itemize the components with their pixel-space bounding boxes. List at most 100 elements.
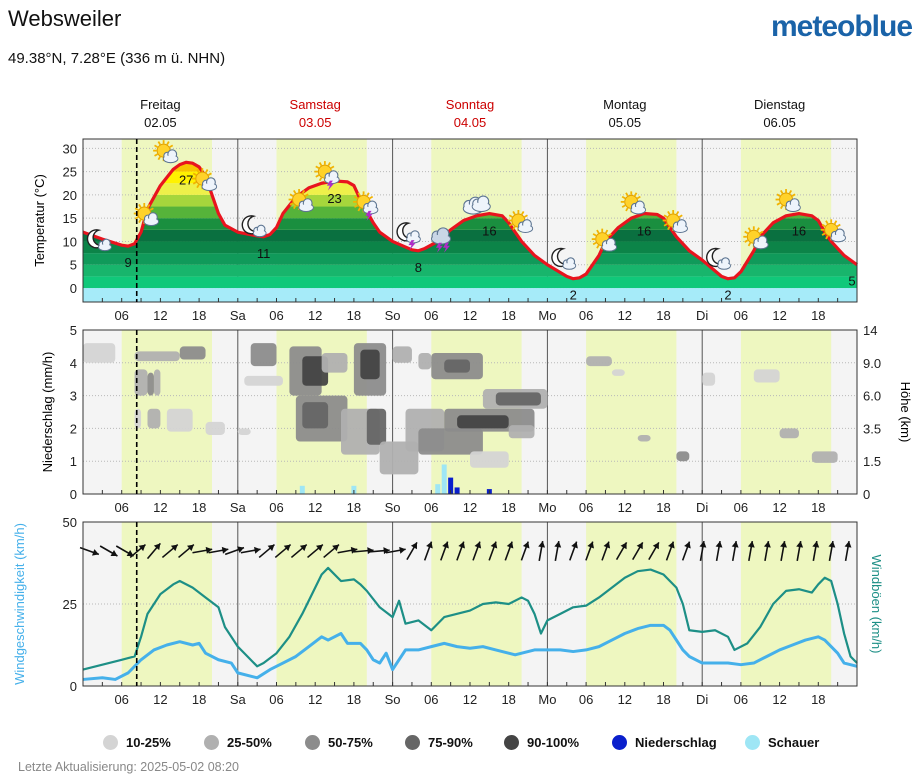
cloud-fill [631, 206, 646, 214]
wind-direction-arrow [796, 541, 804, 561]
legend-swatch [103, 735, 118, 750]
day-name: Dienstag [754, 97, 805, 112]
arrow-head [763, 541, 771, 548]
panel-border [82, 138, 858, 303]
x-tick-label: 06 [734, 692, 748, 707]
sun-ray [821, 223, 826, 228]
cloud-cover-cell [811, 451, 838, 463]
precipitation-bar [435, 484, 441, 494]
cloud-cover-cell [250, 343, 277, 367]
y-axis-label: Temperatur (°C) [32, 174, 47, 267]
x-tick-label: 06 [269, 500, 283, 515]
cloud-cover-cell [147, 408, 161, 429]
temp-band [83, 229, 857, 242]
x-tick-label: 06 [579, 500, 593, 515]
sun-ray [196, 169, 200, 173]
x-tick-label: 06 [579, 692, 593, 707]
sun-ray [636, 195, 641, 200]
arrow-head [636, 542, 643, 550]
wind-direction-arrow [747, 541, 755, 561]
sun-ray [607, 233, 612, 237]
x-tick-label: 18 [656, 692, 670, 707]
y-tick-label: 0 [70, 281, 77, 296]
temperature-label: 5 [848, 274, 855, 289]
sun-ray [663, 223, 668, 227]
y2-tick-label: 9.0 [863, 356, 881, 371]
x-day-label: Mo [538, 500, 556, 515]
cloud-fill [202, 183, 217, 190]
x-day-label: So [385, 308, 401, 323]
sun-cloud-icon [507, 210, 534, 234]
x-day-label: Mo [538, 308, 556, 323]
cloud-fill [407, 236, 420, 243]
sun-cloud-icon [288, 189, 314, 213]
brand-logo[interactable]: meteoblue [770, 10, 913, 43]
cloud-cover-cell [153, 369, 161, 396]
wind-direction-arrow [520, 541, 530, 561]
arrow-head [587, 541, 594, 549]
x-tick-label: 06 [269, 692, 283, 707]
cloud-fill [253, 230, 266, 236]
cloud-fill [673, 225, 687, 232]
x-tick-label: 06 [424, 308, 438, 323]
lightning-bolt [442, 242, 450, 253]
panel-border [82, 521, 858, 687]
wind-direction-arrow [648, 541, 660, 561]
sun-ray [633, 192, 638, 197]
sun-ray [833, 220, 838, 225]
y-tick-label: 5 [70, 323, 77, 338]
x-tick-label: 18 [811, 500, 825, 515]
wind-direction-arrow [488, 541, 498, 561]
x-tick-label: 12 [153, 308, 167, 323]
wind-direction-arrow [632, 541, 644, 561]
lightning-bolt [435, 242, 443, 253]
daylight-band [121, 522, 212, 686]
wind-direction-arrow [208, 546, 229, 554]
sun-ray [366, 192, 370, 197]
x-day-label: Di [696, 692, 708, 707]
wind-direction-arrow [440, 541, 449, 561]
cloud-cover-cell [637, 434, 651, 442]
wind-direction-arrow [353, 547, 374, 555]
precipitation-bar [441, 464, 447, 494]
sun-ray [154, 144, 159, 148]
lightning-bolt [365, 210, 373, 221]
cloud-fill [602, 243, 617, 251]
cloud-cover-cell [237, 428, 251, 435]
arrow-head [684, 541, 691, 549]
sun-ray [301, 189, 306, 194]
x-tick-label: 12 [618, 500, 632, 515]
cloud-fill [98, 244, 111, 250]
wind-direction-arrow [615, 541, 628, 561]
x-tick-label: 06 [734, 500, 748, 515]
day-name: Montag [603, 97, 646, 112]
meteogram: Freitag 02.05 Samstag 03.05 Sonntag 04.05 Mont… [12, 97, 913, 707]
day-name: Freitag [140, 97, 180, 112]
x-tick-label: 06 [424, 692, 438, 707]
sun-cloud-storm-icon [314, 161, 340, 191]
sun-ray [625, 192, 629, 197]
x-day-label: Di [696, 308, 708, 323]
x-tick-label: 18 [347, 500, 361, 515]
sun-cloud-icon [153, 140, 179, 164]
wind-direction-arrow [274, 543, 292, 559]
arrow-head [506, 541, 514, 549]
arrow-head [126, 549, 134, 557]
y-tick-label: 1 [70, 454, 77, 469]
wind-direction-arrow [844, 541, 852, 561]
lightning-bolt [408, 240, 416, 251]
sun-ray [667, 226, 671, 231]
arrow-head [237, 546, 244, 553]
x-tick-label: 06 [734, 308, 748, 323]
arrow-head [426, 541, 433, 549]
x-tick-label: 12 [772, 308, 786, 323]
day-name: Sonntag [446, 97, 494, 112]
legend-label: Niederschlag [635, 735, 717, 750]
cloud-fill [163, 155, 178, 162]
sun-ray [138, 219, 142, 224]
arrow-head [668, 541, 675, 549]
legend-item: 75-90% [405, 735, 473, 750]
y-tick-label: 25 [63, 597, 77, 612]
legend-label: 75-90% [428, 735, 473, 750]
x-tick-label: 12 [772, 692, 786, 707]
